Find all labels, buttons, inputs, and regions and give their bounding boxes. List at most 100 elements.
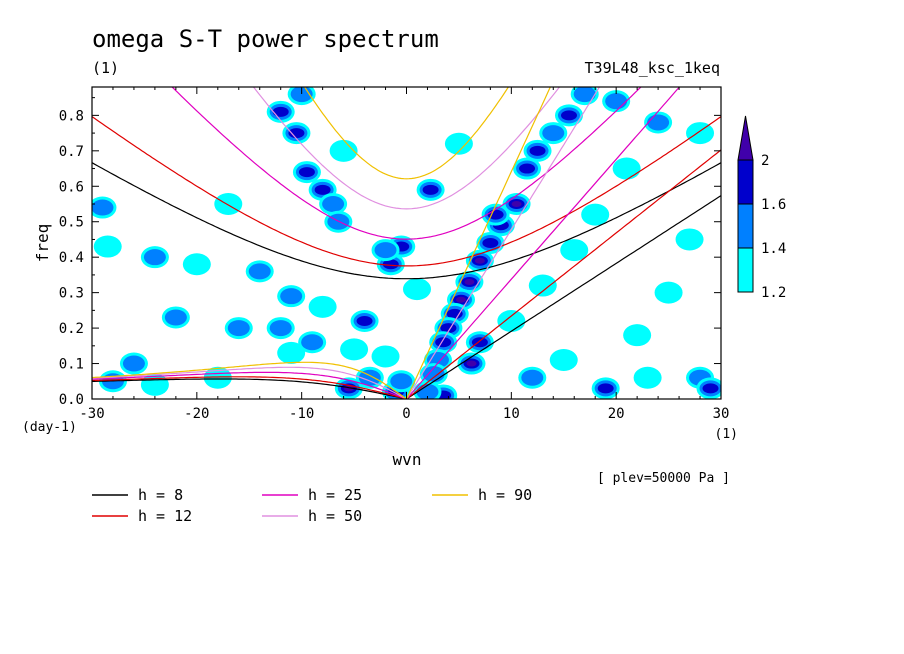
power-blob-level <box>549 349 578 371</box>
power-blob <box>581 203 610 226</box>
colorbar-segment <box>737 203 754 249</box>
legend-label: h = 25 <box>308 486 362 504</box>
power-blob-level <box>560 110 577 121</box>
power-blob <box>444 132 473 155</box>
x-tick-label: 30 <box>713 406 730 422</box>
inertia-gravity-curve <box>171 87 642 240</box>
power-blob-level <box>647 114 670 131</box>
power-blob-level <box>390 373 413 390</box>
power-blob <box>140 246 169 269</box>
inertia-gravity-curve <box>92 116 721 267</box>
power-blob <box>497 310 526 332</box>
y-tick-label: 0.8 <box>59 108 84 124</box>
power-blob-level <box>466 360 477 367</box>
y-tick-label: 0.1 <box>59 357 84 373</box>
power-blob <box>429 331 458 354</box>
power-blob <box>203 366 232 389</box>
power-blob-level <box>93 235 122 258</box>
power-blob-level <box>356 316 373 326</box>
colorbar-label: 1.4 <box>761 241 786 257</box>
y-tick-label: 0.5 <box>59 215 84 231</box>
power-blob-level <box>301 334 324 351</box>
rossby-curve <box>92 376 407 399</box>
dispersion-curves <box>92 87 721 399</box>
power-blob <box>413 380 442 399</box>
power-blob-level <box>227 320 250 337</box>
power-blob <box>371 239 400 262</box>
kelvin-curve <box>406 87 681 399</box>
power-blob <box>371 345 400 368</box>
power-blob <box>513 157 542 180</box>
power-blob <box>654 281 683 304</box>
rossby-curve <box>92 378 407 399</box>
power-blob-level <box>214 193 243 215</box>
power-blob-level <box>605 93 628 110</box>
power-blob-level <box>122 355 145 372</box>
y-tick-label: 0.3 <box>59 286 84 302</box>
power-blob <box>554 104 583 127</box>
power-blob-level <box>308 295 337 318</box>
power-blob-level <box>560 239 589 262</box>
power-blob-level <box>280 288 303 305</box>
power-blob <box>92 196 117 219</box>
power-blob <box>292 161 321 184</box>
x-axis: -30 -20 -10 0 10 20 30 <box>79 87 729 422</box>
colorbar-triangle <box>737 115 754 161</box>
power-blob-level <box>542 125 565 142</box>
power-blob-level <box>288 128 305 139</box>
x-tick-label: 0 <box>402 406 410 422</box>
y-tick-label: 0.4 <box>59 250 84 266</box>
y-tick-label: 0.0 <box>59 392 84 408</box>
colorbar-label: 1.2 <box>761 285 786 301</box>
power-blob-level <box>511 201 522 207</box>
dispersion-legend: h = 8 h = 12 h = 25 h = 50 h = 90 <box>92 486 532 525</box>
power-blob-level <box>314 184 331 195</box>
power-blob <box>224 317 253 340</box>
power-blob-level <box>654 281 683 304</box>
rossby-curve <box>92 361 407 399</box>
power-blob <box>457 352 486 375</box>
power-blob <box>549 349 578 371</box>
power-blob-level <box>446 308 463 319</box>
power-blob <box>277 341 306 364</box>
power-blob <box>675 228 704 251</box>
power-blob-level <box>322 196 345 212</box>
kelvin-curve <box>406 149 721 399</box>
power-blob <box>266 100 295 123</box>
legend-entry: h = 12 <box>92 507 192 525</box>
power-blob-level <box>612 157 641 180</box>
power-blob-level <box>464 279 475 285</box>
power-blob-level <box>702 383 719 394</box>
power-blob-level <box>329 139 358 162</box>
power-blob-level <box>358 369 381 386</box>
power-blob <box>623 324 652 347</box>
rossby-curve <box>92 366 407 399</box>
power-blob-level <box>143 249 166 266</box>
power-blob <box>350 310 379 332</box>
power-blob <box>282 122 311 145</box>
power-blob-level <box>521 369 544 386</box>
power-blob-level <box>529 145 546 156</box>
power-blob <box>182 253 211 276</box>
inertia-gravity-curve <box>303 87 510 180</box>
power-blob <box>696 377 721 399</box>
power-blob-level <box>686 122 715 145</box>
kelvin-curve <box>405 87 551 399</box>
y-tick-label: 0.6 <box>59 179 84 195</box>
power-contours <box>92 87 721 399</box>
power-blob-level <box>340 338 369 361</box>
legend-entry: h = 50 <box>262 507 362 525</box>
chart-subtitle-left: (1) <box>92 59 119 77</box>
colorbar-segment <box>737 247 754 293</box>
power-blob <box>528 274 557 297</box>
power-blob-level <box>422 184 439 195</box>
legend-entry: h = 25 <box>262 486 362 504</box>
power-blob <box>214 193 243 215</box>
power-blob <box>402 278 431 301</box>
power-blob <box>340 338 369 361</box>
power-blob-level <box>371 345 400 368</box>
power-blob <box>308 295 337 318</box>
legend-entry: h = 8 <box>92 486 183 504</box>
power-blob-level <box>164 309 187 326</box>
power-blob-level <box>482 238 499 248</box>
